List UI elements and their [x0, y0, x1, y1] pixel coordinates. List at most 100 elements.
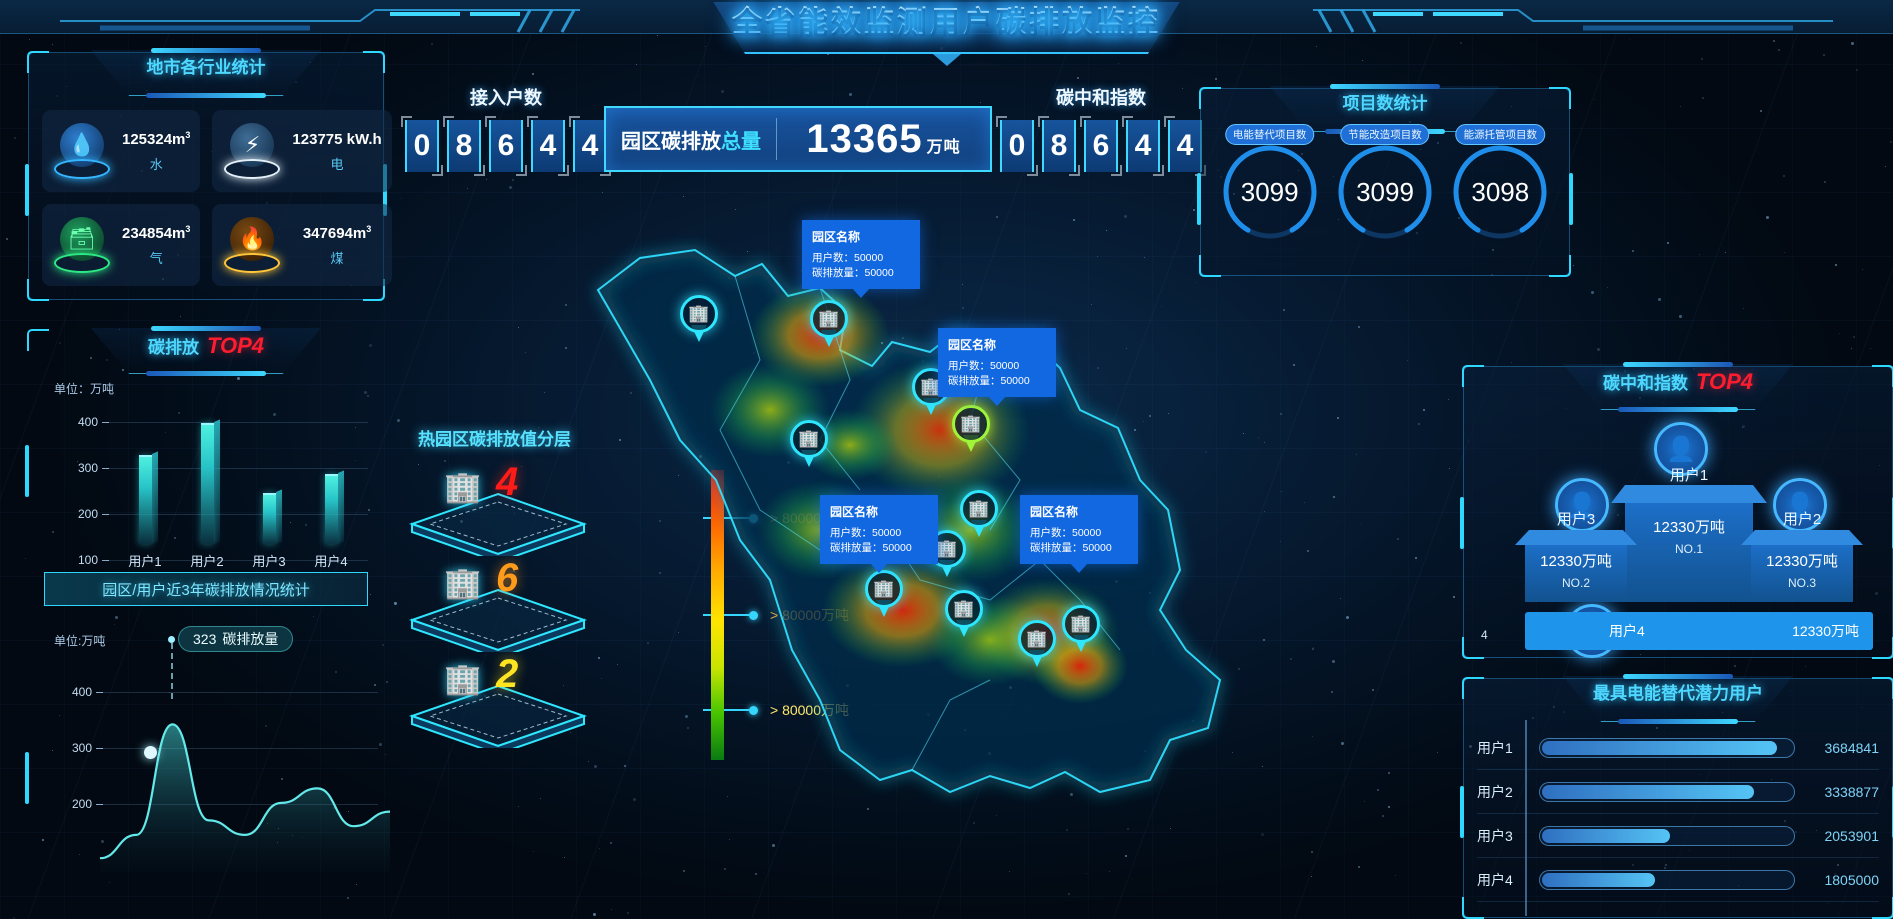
corner-tr: [1872, 365, 1893, 387]
user-value: 2053901: [1795, 828, 1879, 844]
user-value: 3684841: [1795, 740, 1879, 756]
tooltip-arrow-icon: [870, 563, 888, 573]
project-rings: 电能替代项目数 3099 节能改造项目数 3099 能源托管项目数: [1212, 136, 1558, 266]
corner-tr: [1549, 87, 1571, 109]
map-marker-2[interactable]: 🏢: [810, 300, 848, 350]
map-marker-11[interactable]: 🏢: [1062, 605, 1100, 655]
digit: 6: [1084, 120, 1118, 172]
counter-carbon-neutral-index: 碳中和指数 0 8 6 4 4: [1000, 84, 1202, 172]
rank4-name: 用户4: [1609, 621, 1645, 641]
list-item[interactable]: 用户1 3684841: [1477, 726, 1879, 770]
area-chart: 400 300 200: [54, 672, 378, 918]
map-tooltip-3: 园区名称 用户数：50000 碳排放量：50000: [820, 495, 938, 564]
list-item[interactable]: 用户2 3338877: [1477, 770, 1879, 814]
flame-icon: 🔥: [222, 215, 282, 275]
map-marker-1[interactable]: 🏢: [680, 295, 718, 345]
podium-value: 12330万吨: [1625, 516, 1753, 537]
industry-value: 234854m3: [122, 224, 190, 242]
bar-series: [114, 404, 362, 544]
counter-access-users: 接入户数 0 8 6 4 4: [405, 84, 607, 172]
counter-title: 碳中和指数: [1000, 84, 1202, 110]
tooltip-emission: 碳排放量：50000: [1030, 541, 1128, 556]
tooltip-park-name: 园区名称: [830, 503, 928, 520]
bar-item[interactable]: [124, 404, 166, 544]
edge-left: [1197, 173, 1201, 225]
digit: 6: [489, 120, 523, 172]
digit: 4: [1168, 120, 1202, 172]
map-tooltip-4: 园区名称 用户数：50000 碳排放量：50000: [1020, 495, 1138, 564]
tooltip-park-name: 园区名称: [1030, 503, 1128, 520]
podium-rank3[interactable]: 用户2 12330万吨 NO.3: [1751, 544, 1853, 602]
panel-project-stats: 项目数统计 电能替代项目数 3099 节能改造项目数 3099: [1200, 88, 1570, 276]
map-tooltip-2: 园区名称 用户数：50000 碳排放量：50000: [938, 328, 1056, 397]
panel-title-text: 碳中和指数: [1603, 366, 1688, 402]
tooltip-emission: 碳排放量：50000: [812, 266, 910, 281]
x-label: 用户2: [186, 551, 228, 570]
edge-left: [25, 752, 29, 804]
progress-track: [1539, 826, 1795, 846]
podium-cap: [1741, 530, 1863, 545]
bar-item[interactable]: [310, 404, 352, 544]
industry-value: 347694m3: [292, 224, 381, 242]
project-ring-3[interactable]: 能源托管项目数 3098: [1445, 136, 1555, 244]
lightning-bolt-icon: ⚡: [222, 121, 282, 181]
industry-card-coal[interactable]: 🔥 347694m3 煤: [212, 204, 391, 286]
digit: 8: [447, 120, 481, 172]
list-item[interactable]: 用户4 1805000: [1477, 858, 1879, 902]
tooltip-emission: 碳排放量：50000: [830, 541, 928, 556]
panel-title-accent: TOP4: [1696, 364, 1753, 400]
digit: 4: [531, 120, 565, 172]
province-heatmap[interactable]: 🏢 🏢 🏢 🏢 🏢 🏢 🏢 🏢 🏢 🏢 🏢 园区名称 用户数：50000 碳排放…: [520, 180, 1280, 910]
list-item[interactable]: 用户3 2053901: [1477, 814, 1879, 858]
user-name: 用户2: [1477, 782, 1539, 802]
map-marker-10[interactable]: 🏢: [1018, 620, 1056, 670]
ring-value: 3099: [1218, 177, 1322, 208]
bar-item[interactable]: [186, 404, 228, 544]
industry-card-water[interactable]: 💧 125324m3 水: [42, 110, 200, 192]
edge-right: [1569, 173, 1573, 225]
header-title-wrap: 全省能效监测用户碳排放监控: [667, 2, 1227, 66]
tooltip-value: 323: [193, 631, 216, 647]
panel-carbon-neutral-top4: 碳中和指数 TOP4 👤 👤 👤 👤 用户1 12330万吨 NO.1 用户3 1…: [1463, 366, 1893, 658]
tooltip-arrow-icon: [988, 396, 1006, 406]
sub-section-title[interactable]: 园区/用户近3年碳排放情况统计: [44, 572, 368, 606]
podium-name: 用户2: [1751, 508, 1853, 529]
counter-title: 接入户数: [405, 84, 607, 110]
tooltip-anchor-dot: [168, 636, 175, 643]
podium-rank1[interactable]: 用户1 12330万吨 NO.1: [1625, 502, 1753, 602]
ring-value: 3099: [1333, 177, 1437, 208]
project-ring-1[interactable]: 电能替代项目数 3099: [1215, 136, 1325, 244]
progress-fill: [1542, 873, 1655, 887]
water-drop-icon: 💧: [52, 121, 112, 181]
industry-card-electricity[interactable]: ⚡ 123775 kW.h 电: [212, 110, 391, 192]
podium-rank2[interactable]: 用户3 12330万吨 NO.2: [1525, 544, 1627, 602]
podium-rank: NO.1: [1625, 542, 1753, 556]
podium: 👤 👤 👤 👤 用户1 12330万吨 NO.1 用户3 12330万吨 NO.…: [1473, 410, 1883, 652]
project-ring-2[interactable]: 节能改造项目数 3099: [1330, 136, 1440, 244]
tooltip-users: 用户数：50000: [1030, 526, 1128, 541]
map-marker-3[interactable]: 🏢: [952, 405, 990, 455]
progress-fill: [1542, 741, 1777, 755]
industry-label: 气: [122, 248, 190, 267]
map-marker-8[interactable]: 🏢: [865, 570, 903, 620]
corner-tr: [1872, 677, 1893, 699]
progress-track: [1539, 870, 1795, 890]
axis-tick: 100: [54, 553, 98, 567]
user-name: 用户3: [1477, 826, 1539, 846]
total-emission-box: 园区碳排放总量 13365 万吨: [604, 106, 992, 172]
building-icon: 🏢: [444, 662, 481, 697]
x-label: 用户4: [310, 551, 352, 570]
tooltip-park-name: 园区名称: [948, 336, 1046, 353]
bar-item[interactable]: [248, 404, 290, 544]
map-tooltip-1: 园区名称 用户数：50000 碳排放量：50000: [802, 220, 920, 289]
podium-rank: NO.2: [1525, 576, 1627, 590]
page-title: 全省能效监测用户碳排放监控: [667, 2, 1227, 44]
map-marker-5[interactable]: 🏢: [790, 420, 828, 470]
industry-card-gas[interactable]: 🗃 234854m3 气: [42, 204, 200, 286]
rank4-row[interactable]: 用户4 12330万吨: [1525, 612, 1873, 650]
map-marker-9[interactable]: 🏢: [945, 590, 983, 640]
progress-track: [1539, 738, 1795, 758]
panel-title-industry: 地市各行业统计: [46, 50, 366, 96]
chart-unit-label: 单位：万吨: [54, 380, 114, 397]
ring-label: 电能替代项目数: [1225, 124, 1315, 145]
